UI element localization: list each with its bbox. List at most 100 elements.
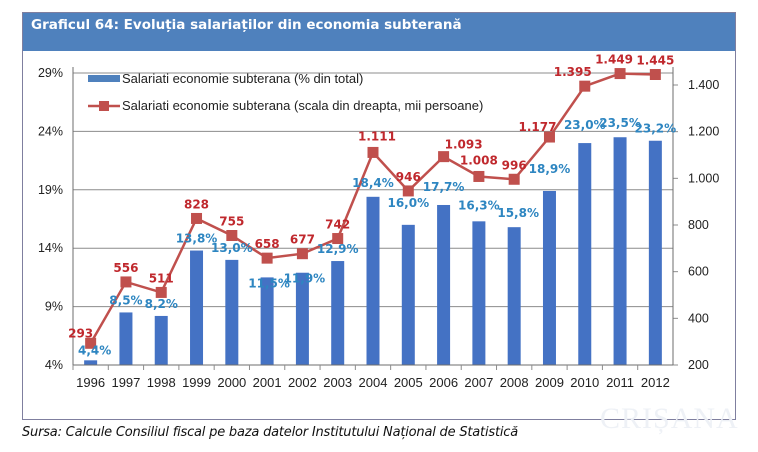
x-tick-label: 2006 bbox=[429, 375, 458, 390]
x-tick-label: 2008 bbox=[500, 375, 529, 390]
line-marker bbox=[473, 170, 485, 182]
y-left-tick-label: 29% bbox=[38, 66, 63, 80]
legend-line-label: Salariati economie subterana (scala din … bbox=[122, 98, 483, 113]
bar-data-label: 23,5% bbox=[599, 116, 641, 130]
y-left-tick-label: 14% bbox=[38, 241, 63, 255]
bar bbox=[119, 312, 133, 365]
y-right-tick-label: 1.200 bbox=[688, 125, 719, 139]
line-data-label: 1.111 bbox=[358, 129, 396, 143]
x-tick-label: 2009 bbox=[535, 375, 564, 390]
x-tick-label: 2003 bbox=[323, 375, 352, 390]
bar-data-label: 16,3% bbox=[458, 198, 500, 212]
x-tick-label: 2005 bbox=[394, 375, 423, 390]
legend: Salariati economie subterana (% din tota… bbox=[88, 71, 483, 113]
line-marker bbox=[296, 248, 308, 260]
x-tick-label: 1999 bbox=[182, 375, 211, 390]
line-data-label: 742 bbox=[325, 218, 350, 232]
bar bbox=[84, 360, 98, 365]
bar-data-label: 16,0% bbox=[387, 196, 429, 210]
line-data-label: 293 bbox=[68, 326, 93, 340]
x-tick-label: 2000 bbox=[217, 375, 246, 390]
y-right-tick-label: 800 bbox=[688, 218, 709, 232]
line-marker bbox=[120, 276, 132, 288]
bar bbox=[613, 137, 627, 365]
chart-title: Graficul 64: Evoluția salariaților din e… bbox=[31, 17, 462, 33]
bar-data-label: 11,5% bbox=[248, 276, 290, 290]
line-marker bbox=[508, 173, 520, 185]
line-data-label: 556 bbox=[113, 261, 138, 275]
line-marker bbox=[85, 337, 97, 349]
y-left-tick-label: 4% bbox=[45, 358, 63, 372]
data-labels: 4,4% 8,5% 8,2% 13,8%13,0% 11,5%11,9% 12,9% 18,… bbox=[68, 53, 676, 358]
bar bbox=[542, 190, 556, 365]
line-data-label: 1.395 bbox=[554, 65, 592, 79]
line-marker bbox=[402, 185, 414, 197]
x-tick-label: 2012 bbox=[641, 375, 670, 390]
line-data-label: 946 bbox=[396, 170, 421, 184]
x-tick-label: 2007 bbox=[464, 375, 493, 390]
line-data-label: 658 bbox=[255, 237, 280, 251]
bar bbox=[331, 261, 345, 365]
bar-data-label: 23,2% bbox=[635, 122, 677, 136]
line-marker bbox=[191, 212, 203, 224]
bar-data-label: 13,8% bbox=[176, 232, 218, 246]
legend-bar-label: Salariati economie subterana (% din tota… bbox=[122, 71, 363, 86]
bar-data-label: 11,9% bbox=[284, 272, 326, 286]
title-bar: Graficul 64: Evoluția salariaților din e… bbox=[23, 13, 735, 51]
bar bbox=[472, 221, 486, 365]
line-data-label: 828 bbox=[184, 197, 209, 211]
x-tick-label: 2001 bbox=[253, 375, 282, 390]
bar-data-label: 13,0% bbox=[211, 241, 253, 255]
bar-data-label: 8,5% bbox=[109, 293, 142, 307]
bar bbox=[437, 204, 451, 365]
bar bbox=[154, 315, 168, 365]
legend-line-marker bbox=[99, 101, 109, 111]
y-right-tick-label: 200 bbox=[688, 358, 709, 372]
bar bbox=[507, 227, 521, 365]
axes: 4% 9% 14% 19% 24% 29% 200 400 600 800 1.000 1.200 1.… bbox=[38, 66, 719, 390]
bar-data-label: 4,4% bbox=[78, 343, 111, 357]
line-data-label: 996 bbox=[502, 158, 527, 172]
line-marker bbox=[155, 286, 167, 298]
bar bbox=[260, 277, 274, 365]
line-data-label: 677 bbox=[290, 233, 315, 247]
bar bbox=[578, 143, 592, 365]
y-left-tick-label: 24% bbox=[38, 124, 63, 138]
line-marker bbox=[367, 146, 379, 158]
y-right-tick-label: 1.000 bbox=[688, 171, 719, 185]
y-left-tick-label: 19% bbox=[38, 183, 63, 197]
line-data-label: 1.449 bbox=[595, 53, 633, 67]
bar bbox=[190, 250, 204, 365]
x-tick-label: 1997 bbox=[111, 375, 140, 390]
line-marker bbox=[332, 233, 344, 245]
bar-series bbox=[84, 137, 662, 365]
bar bbox=[401, 224, 415, 365]
line-data-label: 1.093 bbox=[445, 138, 483, 152]
bar-data-label: 15,8% bbox=[497, 206, 539, 220]
x-tick-label: 2002 bbox=[288, 375, 317, 390]
line-data-label: 755 bbox=[219, 215, 244, 229]
bar-data-label: 23,0% bbox=[564, 118, 606, 132]
y-right-tick-label: 600 bbox=[688, 265, 709, 279]
bar-data-label: 8,2% bbox=[145, 297, 178, 311]
bar-data-label: 12,9% bbox=[317, 242, 359, 256]
x-tick-label: 2011 bbox=[606, 375, 634, 390]
bar-data-label: 17,7% bbox=[423, 180, 465, 194]
line-marker bbox=[261, 252, 273, 264]
bar bbox=[225, 259, 239, 365]
bar-data-label: 18,9% bbox=[529, 162, 571, 176]
x-tick-label: 1996 bbox=[76, 375, 105, 390]
bar bbox=[366, 196, 380, 365]
bar bbox=[648, 140, 662, 365]
y-right-tick-label: 400 bbox=[688, 311, 709, 325]
line-data-label: 1.445 bbox=[636, 54, 674, 68]
x-tick-label: 2004 bbox=[359, 375, 388, 390]
line-marker bbox=[543, 131, 555, 143]
line-marker bbox=[614, 68, 626, 80]
line-data-label: 1.008 bbox=[460, 153, 498, 167]
y-right-tick-label: 1.400 bbox=[688, 78, 719, 92]
line-data-label: 1.177 bbox=[518, 120, 556, 134]
y-left-tick-label: 9% bbox=[45, 300, 63, 314]
watermark: CRIȘANA bbox=[600, 402, 739, 435]
